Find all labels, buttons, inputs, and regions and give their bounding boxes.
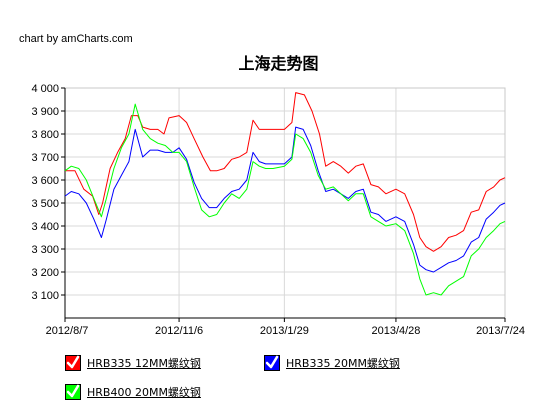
legend-label: HRB400 20MM螺纹钢 (87, 386, 201, 399)
y-tick-label: 3 300 (31, 244, 59, 256)
x-tick-label: 2013/4/28 (371, 325, 420, 337)
x-tick-label: 2012/11/6 (155, 325, 203, 337)
legend-item-hrb335-12mm[interactable]: HRB335 12MM螺纹钢 (65, 355, 201, 371)
legend-label: HRB335 12MM螺纹钢 (87, 357, 201, 370)
y-axis-ticks: 4 000 3 900 3 800 3 700 3 600 3 500 3 400 3 300… (31, 83, 65, 302)
series-line-0 (65, 92, 506, 252)
y-tick-label: 3 600 (31, 175, 59, 187)
legend-swatch-red (65, 355, 81, 371)
y-tick-label: 3 800 (31, 129, 59, 141)
legend-item-hrb335-20mm[interactable]: HRB335 20MM螺纹钢 (264, 355, 400, 371)
x-axis-ticks: 2012/8/7 2012/11/6 2013/1/29 2013/4/28 2013/… (46, 318, 525, 337)
y-tick-label: 3 900 (31, 106, 59, 118)
x-tick-label: 2013/7/24 (476, 325, 525, 337)
legend-swatch-green (65, 384, 81, 400)
series-line-1 (64, 126, 506, 273)
series-line-2 (64, 103, 506, 296)
y-tick-label: 3 400 (31, 221, 59, 233)
y-tick-label: 3 500 (31, 198, 59, 210)
checkbox-checked-icon (65, 384, 81, 400)
y-tick-label: 3 100 (31, 290, 59, 302)
legend-label: HRB335 20MM螺纹钢 (286, 357, 400, 370)
series-lines (64, 92, 506, 296)
checkbox-checked-icon (264, 355, 280, 371)
legend-item-hrb400-20mm[interactable]: HRB400 20MM螺纹钢 (65, 384, 201, 400)
legend-swatch-blue (264, 355, 280, 371)
x-tick-label: 2012/8/7 (46, 325, 89, 337)
x-tick-label: 2013/1/29 (260, 325, 309, 337)
chart-credit-link[interactable]: chart by amCharts.com (19, 33, 133, 45)
y-tick-label: 3 700 (31, 152, 59, 164)
chart-title: 上海走势图 (238, 54, 319, 73)
y-tick-label: 4 000 (31, 83, 59, 95)
y-tick-label: 3 200 (31, 267, 59, 279)
checkbox-checked-icon (65, 355, 81, 371)
